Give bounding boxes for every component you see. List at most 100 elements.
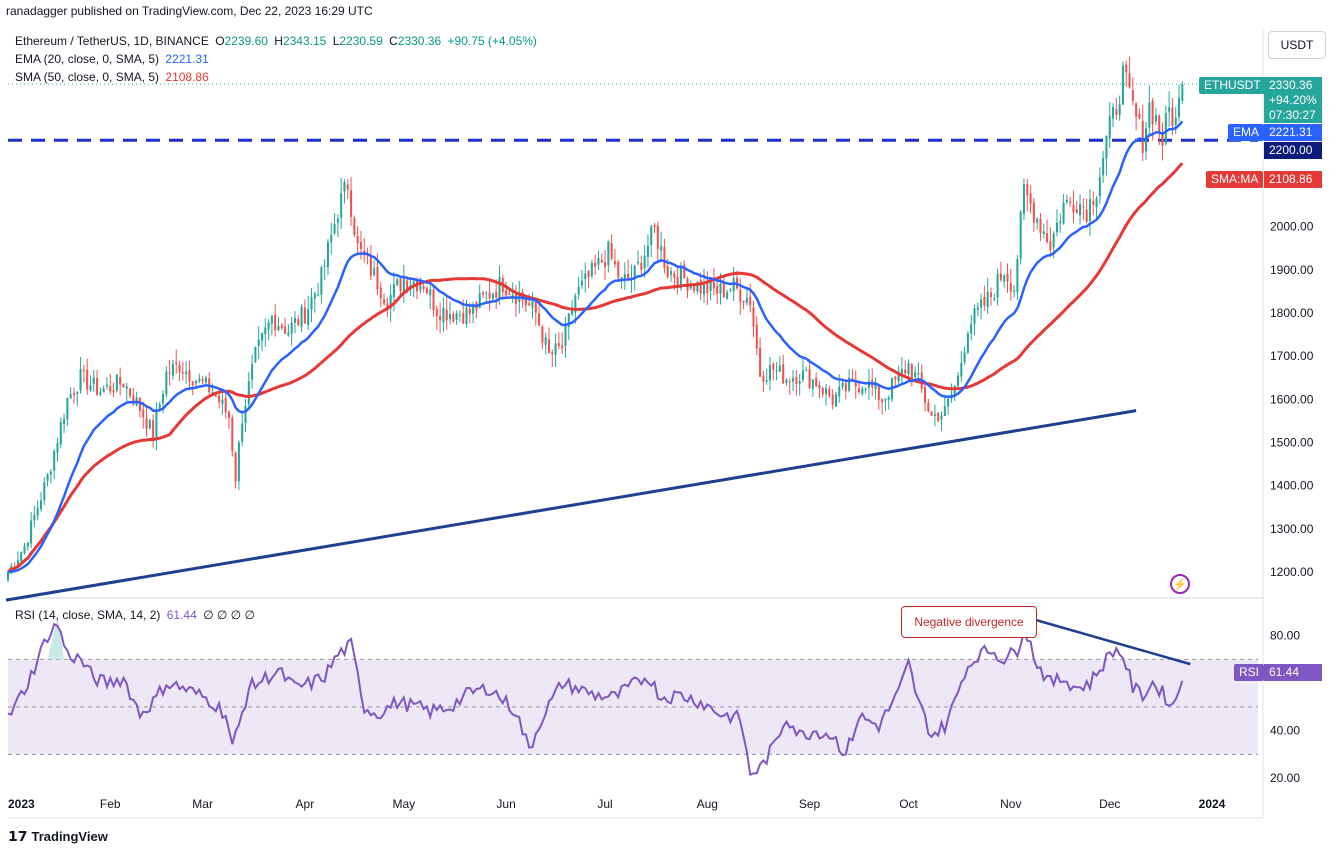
support-trendline: [5, 409, 1137, 602]
candle-body: [739, 289, 742, 302]
candle-body: [1095, 198, 1098, 208]
candle-body: [132, 395, 135, 405]
candle-body: [498, 276, 501, 299]
candle-body: [1161, 132, 1164, 146]
candle-body: [775, 370, 778, 372]
candle-body: [333, 223, 336, 234]
candle-body: [1072, 205, 1075, 212]
candle-body: [1082, 206, 1085, 208]
candle-body: [564, 324, 567, 347]
candle-body: [1151, 100, 1154, 125]
candle-body: [425, 288, 428, 294]
candle-body: [524, 298, 527, 306]
candle-body: [1019, 212, 1022, 259]
negative-divergence-callout[interactable]: Negative divergence: [901, 606, 1037, 638]
candle-body: [993, 298, 996, 300]
candle-body: [1102, 157, 1105, 176]
candle-body: [1052, 233, 1055, 248]
candle-body: [858, 387, 861, 393]
ohlc-close-label: C: [389, 34, 398, 48]
candle-body: [112, 390, 115, 393]
candle-body: [923, 386, 927, 403]
candle-body: [683, 264, 686, 279]
ohlc-open: 2239.60: [224, 34, 268, 48]
candle-body: [270, 316, 273, 324]
time-tick-label: 2024: [1199, 797, 1226, 811]
candle-body: [481, 292, 485, 295]
candle-body: [696, 281, 699, 292]
ohlc-close: 2330.36: [397, 34, 442, 48]
candle-body: [795, 377, 798, 384]
candle-body: [307, 309, 310, 326]
time-tick-label: Apr: [296, 797, 315, 811]
bar-countdown: 07:30:27: [1269, 108, 1316, 122]
ema-legend-label: EMA (20, close, 0, SMA, 5): [15, 52, 160, 66]
candle-body: [1164, 113, 1167, 144]
candle-body: [884, 398, 887, 401]
candle-body: [792, 377, 795, 382]
last-price-box: 2330.36 +94.20% 07:30:27: [1264, 77, 1322, 123]
rsi-legend[interactable]: RSI (14, close, SMA, 14, 2) 61.44 ∅ ∅ ∅ …: [15, 608, 258, 622]
candle-body: [788, 381, 791, 383]
candle-body: [894, 376, 897, 380]
candle-body: [419, 285, 422, 291]
last-price: 2330.36: [1269, 78, 1313, 92]
candle-body: [983, 297, 986, 306]
candle-body: [660, 246, 663, 251]
candle-body: [429, 289, 432, 296]
candle-body: [1158, 115, 1161, 133]
candle-body: [231, 417, 234, 452]
candle-body: [465, 307, 468, 325]
candle-body: [66, 398, 69, 420]
time-tick-label: May: [392, 797, 415, 811]
tradingview-footer[interactable]: 𝟭𝟳 TradingView: [8, 828, 108, 845]
candle-body: [567, 313, 570, 327]
sma-legend[interactable]: SMA (50, close, 0, SMA, 5) 2108.86: [15, 70, 212, 84]
candle-body: [759, 347, 762, 377]
candle-body: [617, 262, 620, 278]
candle-body: [584, 273, 587, 280]
candle-body: [237, 442, 240, 482]
candle-body: [468, 309, 471, 315]
candle-body: [274, 314, 277, 331]
candle-body: [1065, 199, 1068, 203]
candle-body: [547, 339, 550, 353]
candle-body: [966, 333, 969, 353]
candle-body: [762, 375, 765, 382]
symbol-legend[interactable]: Ethereum / TetherUS, 1D, BINANCE O2239.6…: [15, 34, 540, 48]
moving-averages-layer: [6, 120, 1184, 574]
candle-body: [145, 418, 148, 429]
candle-body: [604, 262, 607, 267]
lightning-icon[interactable]: ⚡: [1170, 574, 1190, 594]
time-tick-label: Jul: [597, 797, 612, 811]
candle-body: [1039, 218, 1042, 233]
ema-legend[interactable]: EMA (20, close, 0, SMA, 5) 2221.31: [15, 52, 212, 66]
candle-body: [808, 369, 811, 389]
currency-button[interactable]: USDT: [1268, 31, 1326, 59]
candle-body: [798, 380, 801, 384]
candle-body: [937, 413, 940, 422]
candle-body: [851, 378, 854, 380]
candle-body: [445, 309, 448, 321]
candle-body: [1042, 231, 1045, 235]
candle-body: [346, 184, 349, 190]
candle-body: [383, 299, 386, 304]
candle-body: [656, 225, 659, 249]
sma-legend-label: SMA (50, close, 0, SMA, 5): [15, 70, 160, 84]
candle-body: [1075, 209, 1078, 214]
candle-body: [1108, 116, 1111, 139]
ema-legend-value: 2221.31: [165, 52, 209, 66]
last-price-pct: +94.20%: [1269, 93, 1317, 107]
candle-body: [214, 393, 217, 396]
candle-body: [39, 500, 43, 510]
candle-body: [1135, 103, 1138, 117]
candle-body: [402, 278, 405, 292]
candle-body: [211, 391, 214, 394]
candle-body: [448, 314, 452, 320]
candle-body: [551, 352, 554, 355]
candle-body: [613, 260, 616, 265]
candle-body: [1154, 115, 1157, 122]
candle-body: [719, 283, 722, 294]
candle-body: [864, 389, 867, 391]
